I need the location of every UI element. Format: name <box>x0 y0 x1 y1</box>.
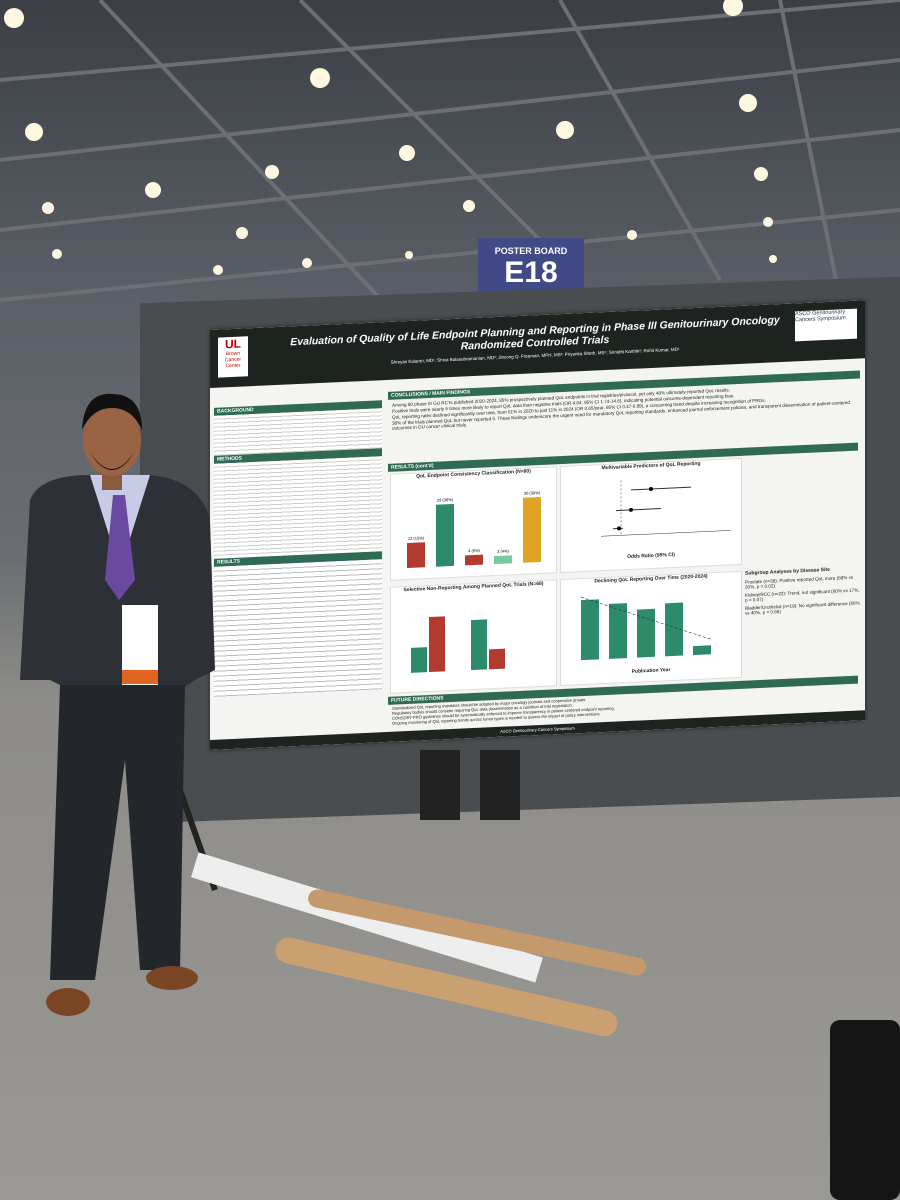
left-logo-text: Brown Cancer Center <box>224 350 242 370</box>
forest-plot <box>601 480 731 537</box>
left-logo: UL Brown Cancer Center <box>218 336 248 378</box>
sign-label: POSTER BOARD <box>494 246 568 256</box>
chart-panel: Multivariable Predictors of QoL Reportin… <box>560 457 742 574</box>
person-head <box>82 393 142 490</box>
right-logo: ASCO Genitourinary Cancers Symposium <box>795 308 857 342</box>
ceiling <box>0 0 900 320</box>
bar-plot <box>411 616 505 673</box>
bar-plot <box>580 596 712 661</box>
poster: UL Brown Cancer Center Evaluation of Qual… <box>210 300 865 750</box>
sign-code: E18 <box>504 256 558 289</box>
chart-panel: Declining QoL Reporting Over Time (2020-… <box>560 570 742 687</box>
chart-panel: Selective Non-Reporting Among Planned Qo… <box>390 579 557 694</box>
floor-objects <box>20 475 900 1200</box>
